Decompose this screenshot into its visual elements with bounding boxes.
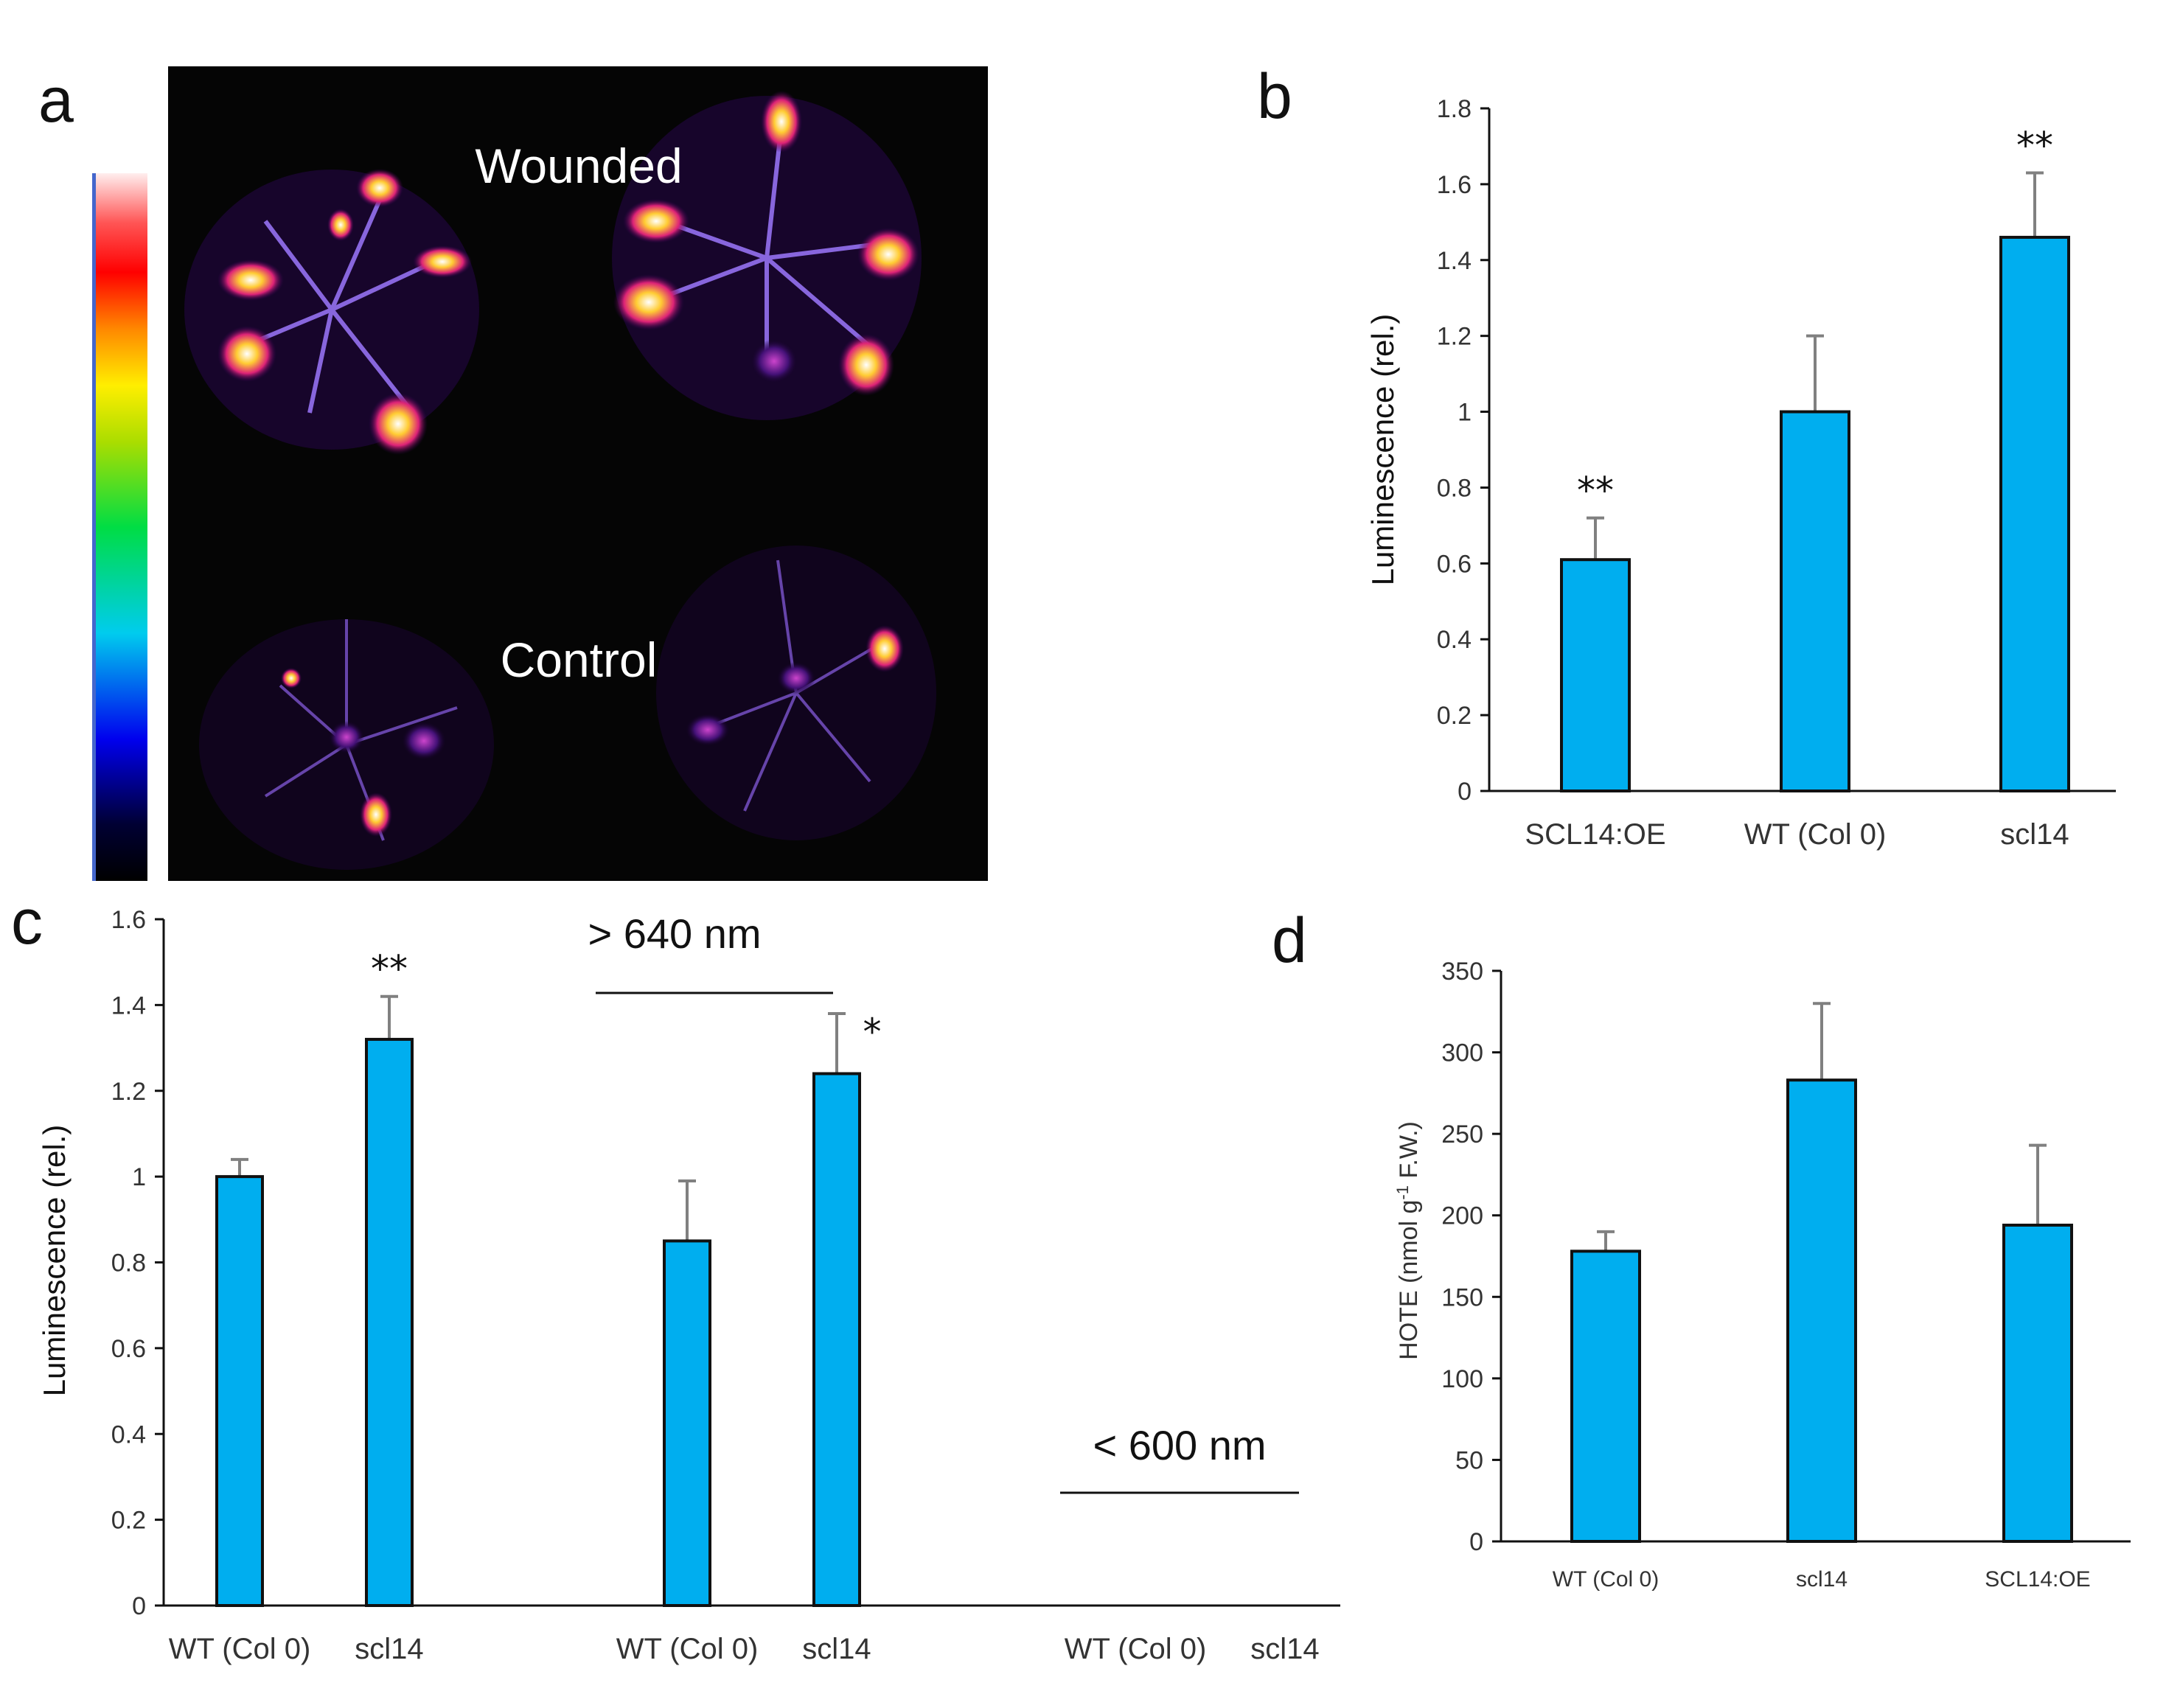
x-category-label: scl14 bbox=[355, 1633, 423, 1665]
y-tick-label: 0.4 bbox=[111, 1421, 146, 1449]
panel-c-error-bars bbox=[231, 994, 846, 1241]
panel-d-bars bbox=[1570, 1078, 2073, 1544]
plant-wounded-left bbox=[184, 169, 479, 455]
significance-marker: ** bbox=[2016, 124, 2053, 167]
y-tick-label: 1 bbox=[1458, 399, 1472, 427]
color-scale-edge bbox=[92, 173, 96, 881]
plant-control-left bbox=[199, 619, 494, 870]
y-tick-label: 1.4 bbox=[1437, 247, 1472, 275]
panel-letter-d: d bbox=[1272, 905, 1307, 976]
bar bbox=[1786, 1078, 1857, 1544]
panel-b-bars bbox=[1560, 235, 2070, 792]
bar bbox=[1570, 1249, 1641, 1543]
panel-letter-c: c bbox=[11, 887, 43, 958]
y-axis-label: Luminescence (rel.) bbox=[37, 1125, 72, 1397]
bar bbox=[1560, 558, 1631, 792]
label-control: Control bbox=[501, 632, 658, 687]
panel-letter-a: a bbox=[38, 65, 74, 136]
panel-c-axes bbox=[155, 918, 1340, 1607]
significance-marker: ** bbox=[1577, 470, 1614, 512]
y-tick-label: 0 bbox=[1469, 1528, 1483, 1556]
y-tick-label: 0.8 bbox=[1437, 474, 1472, 502]
panel-a: Wounded Control bbox=[92, 66, 988, 881]
panel-letter-b: b bbox=[1257, 61, 1292, 132]
x-category-label: scl14 bbox=[1796, 1567, 1848, 1592]
bar bbox=[663, 1239, 711, 1607]
annotation-long-wavelength: > 640 nm bbox=[588, 910, 761, 957]
panel-b-error-bars bbox=[1587, 171, 2044, 560]
y-tick-label: 1.4 bbox=[111, 991, 146, 1019]
panel-d-error-bars bbox=[1597, 1002, 2047, 1252]
plant-control-right bbox=[656, 545, 936, 840]
color-scale-bar bbox=[92, 173, 147, 881]
y-tick-label: 0.2 bbox=[1437, 702, 1472, 730]
y-tick-label: 1.2 bbox=[1437, 323, 1472, 351]
panel-c-chart: 00.20.40.60.811.21.41.6WT (Col 0) scl14**… bbox=[37, 906, 1340, 1665]
panel-c-bars bbox=[215, 1037, 861, 1608]
y-tick-label: 1.2 bbox=[111, 1078, 146, 1106]
panel-b-chart: 0 0.2 0.4 0.6 0.8 1 1.2 1.4 1.6 1.8 SCL14:OE ** WT (… bbox=[1365, 95, 2116, 851]
panel-c-labels: 00.20.40.60.811.21.41.6WT (Col 0) scl14**… bbox=[37, 906, 1320, 1665]
y-tick-label: 1 bbox=[132, 1163, 146, 1191]
x-category-label: SCL14:OE bbox=[1985, 1567, 2090, 1592]
x-category-label: WT (Col 0) bbox=[1553, 1567, 1659, 1592]
bar bbox=[1999, 235, 2070, 792]
panel-d-chart: 0 50 100 150 200 250 300 350 WT (Col 0) scl14 SCL1… bbox=[1393, 958, 2131, 1592]
x-category-label: WT (Col 0) bbox=[169, 1633, 311, 1665]
y-tick-label: 0.4 bbox=[1437, 626, 1472, 654]
y-tick-label: 0.2 bbox=[111, 1507, 146, 1535]
x-category-label: scl14 bbox=[1250, 1633, 1319, 1665]
bar bbox=[1780, 410, 1850, 792]
y-tick-label: 200 bbox=[1441, 1202, 1483, 1230]
y-tick-label: 1.6 bbox=[1437, 171, 1472, 199]
y-tick-label: 50 bbox=[1455, 1446, 1483, 1474]
annotation-short-wavelength: < 600 nm bbox=[1093, 1422, 1266, 1468]
label-wounded: Wounded bbox=[475, 139, 682, 193]
panel-d-ylabel: HOTE (nmol g-1 F.W.) bbox=[1393, 1121, 1423, 1360]
y-tick-label: 100 bbox=[1441, 1365, 1483, 1393]
y-tick-label: 1.8 bbox=[1437, 95, 1472, 123]
panel-d-labels: 0 50 100 150 200 250 300 350 WT (Col 0) scl14 SCL1… bbox=[1441, 958, 2090, 1592]
bar bbox=[365, 1037, 414, 1608]
y-axis-label: Luminescence (rel.) bbox=[1365, 314, 1400, 586]
y-tick-label: 300 bbox=[1441, 1039, 1483, 1067]
x-category-label: scl14 bbox=[2000, 818, 2069, 851]
y-tick-label: 0 bbox=[132, 1592, 146, 1620]
panel-b-labels: 0 0.2 0.4 0.6 0.8 1 1.2 1.4 1.6 1.8 SCL14:OE ** WT (… bbox=[1365, 95, 2069, 851]
plant-wounded-right bbox=[612, 91, 922, 420]
x-category-label: WT (Col 0) bbox=[616, 1633, 759, 1665]
y-tick-label: 0.6 bbox=[1437, 550, 1472, 578]
y-tick-label: 1.6 bbox=[111, 906, 146, 934]
bar bbox=[812, 1072, 861, 1607]
x-category-label: WT (Col 0) bbox=[1065, 1633, 1207, 1665]
x-category-label: WT (Col 0) bbox=[1744, 818, 1887, 851]
y-tick-label: 0 bbox=[1458, 778, 1472, 806]
y-tick-label: 0.6 bbox=[111, 1335, 146, 1363]
x-category-label: SCL14:OE bbox=[1525, 818, 1665, 851]
y-tick-label: 150 bbox=[1441, 1283, 1483, 1311]
y-tick-label: 0.8 bbox=[111, 1249, 146, 1277]
bar bbox=[215, 1175, 264, 1607]
significance-marker: * bbox=[863, 1011, 882, 1053]
significance-marker: ** bbox=[371, 948, 408, 991]
bar bbox=[2002, 1223, 2073, 1544]
y-tick-label: 350 bbox=[1441, 958, 1483, 986]
y-tick-label: 250 bbox=[1441, 1120, 1483, 1148]
x-category-label: scl14 bbox=[802, 1633, 871, 1665]
